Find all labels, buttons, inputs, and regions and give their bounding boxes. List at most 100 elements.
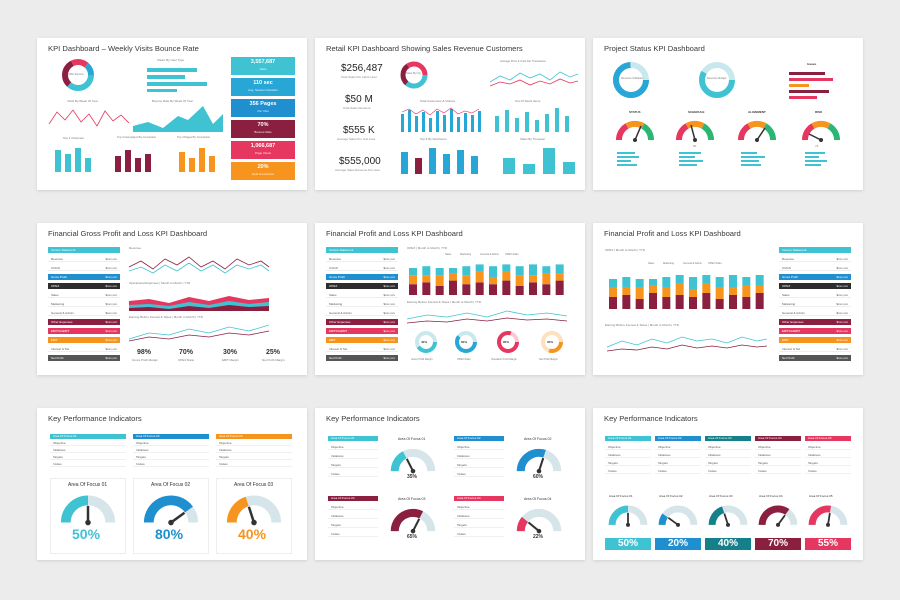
- income-row: Revenue $xxx,xxx: [779, 256, 851, 262]
- area-value: 55%: [805, 538, 851, 550]
- area-table-row: Initiatives: [755, 452, 801, 458]
- stacked-bar-segment: [649, 285, 657, 293]
- donut-value: 60%: [461, 340, 468, 344]
- stacked-bar-segment: [475, 271, 484, 283]
- income-row-value: $xxx,xxx: [383, 257, 395, 261]
- income-row-label: EBIT: [329, 338, 336, 342]
- stacked-bar-segment: [702, 275, 711, 283]
- income-row-label: Gross Profit: [51, 275, 67, 279]
- pages-title: Top 4 Pages By Conversion: [177, 136, 211, 139]
- stacked-bar-segment: [609, 287, 617, 297]
- income-row-label: EBITDA/EBIT: [51, 329, 70, 333]
- stacked-bar-segment: [489, 277, 497, 285]
- donut-label: Gross Profit Margin: [411, 358, 433, 361]
- card-gross-profit[interactable]: Financial Gross Profit and Loss KPI Dash…: [37, 223, 307, 375]
- area-table-row: Invites: [328, 471, 378, 477]
- donut-label: OPEX Ratio: [457, 358, 471, 361]
- gauge-alignment-title: ALIGNMENT: [748, 110, 766, 114]
- area-table-row: Initiatives: [655, 452, 701, 458]
- donut-value: 80%: [503, 340, 510, 344]
- stacked-bar-segment: [502, 264, 511, 272]
- area-table-row: Initiatives: [454, 453, 504, 459]
- area-table-header: Area Of Focus 02: [454, 436, 504, 441]
- income-table: Income Statement Revenue $xxx,xxx COGS $xxx,…: [48, 247, 120, 365]
- card-weekly-visits[interactable]: KPI Dashboard – Weekly Visits Bounce Rat…: [37, 38, 307, 190]
- opex-title: OPEX | Month to Month | YTD: [605, 248, 646, 252]
- income-row-value: $xxx,xxx: [836, 311, 848, 315]
- card-title: Financial Profit and Loss KPI Dashboard: [604, 229, 741, 238]
- card-title: Retail KPI Dashboard Showing Sales Reven…: [326, 44, 523, 53]
- area-title: Area Of Focus 04: [524, 497, 552, 501]
- kpi-tile-visits: 3,557,687 Visits: [231, 57, 295, 75]
- stacked-bar-segment: [502, 271, 511, 281]
- card-retail-kpi[interactable]: Retail KPI Dashboard Showing Sales Reven…: [315, 38, 585, 190]
- income-row: Income Statement: [779, 247, 851, 253]
- opex-stacked: [129, 296, 269, 311]
- card-profit-loss-2[interactable]: Financial Profit and Loss KPI Dashboard …: [593, 223, 863, 375]
- income-row-label: Interest & Tax: [329, 347, 348, 351]
- card-profit-loss-1[interactable]: Financial Profit and Loss KPI Dashboard …: [315, 223, 585, 375]
- margin-value: 30%: [223, 349, 238, 356]
- campaigns-bars: [115, 150, 151, 172]
- stat-value: $50 M: [345, 94, 373, 105]
- stacked-bar-segment: [555, 273, 564, 281]
- area-value: 65%: [407, 534, 418, 540]
- trimester-bars: [503, 148, 575, 174]
- income-row-label: COGS: [782, 266, 791, 270]
- utilization-donut: [613, 62, 649, 98]
- card-project-status[interactable]: Project Status KPI Dashboard Resource Ut…: [593, 38, 863, 190]
- kpi-tile-conversion: 20% Goal Conversion: [231, 162, 295, 180]
- card-kpi-3[interactable]: Key Performance Indicators Area Of Focus…: [37, 408, 307, 560]
- gauge-risk: [801, 120, 841, 142]
- budget-donut: [699, 62, 735, 98]
- margin-label: EBIT Margin: [222, 358, 239, 362]
- area-title: Area Of Focus 04: [759, 494, 783, 498]
- income-row: OPEX $xxx,xxx: [48, 283, 120, 289]
- income-row: EBIT $xxx,xxx: [48, 337, 120, 343]
- income-row: COGS $xxx,xxx: [779, 265, 851, 271]
- stacked-bar-segment: [435, 275, 444, 286]
- price-line: [489, 71, 579, 87]
- income-row-label: Net Profit: [51, 356, 64, 360]
- card-kpi-5[interactable]: Key Performance Indicators Area Of Focus…: [593, 408, 863, 560]
- stacked-bar-segment: [662, 287, 671, 297]
- area-table-row: Invites: [805, 468, 851, 474]
- gauge-status: [615, 120, 655, 142]
- margin-value: 25%: [266, 349, 281, 356]
- income-row-label: Interest & Tax: [782, 347, 801, 351]
- income-row: Interest & Tax $xxx,xxx: [326, 346, 398, 352]
- income-row-label: Revenue: [329, 257, 342, 261]
- gauge: [516, 508, 562, 534]
- stacked-bar-segment: [622, 277, 631, 287]
- income-row-value: $xxx,xxx: [105, 320, 117, 324]
- income-row-value: $xxx,xxx: [105, 284, 117, 288]
- stacked-bar-segment: [489, 284, 497, 295]
- stacked-bar-segment: [542, 266, 551, 274]
- stacked-bar-segment: [635, 279, 644, 287]
- gross-donut: [415, 331, 437, 353]
- area-table-row: Invites: [605, 468, 651, 474]
- income-row-value: $xxx,xxx: [105, 302, 117, 306]
- card-kpi-4[interactable]: Key Performance Indicators Area Of Focus…: [315, 408, 585, 560]
- income-row-label: Marketing: [51, 302, 65, 306]
- area-value: 60%: [533, 474, 544, 480]
- stacked-bar-segment: [422, 282, 431, 295]
- gauge-alignment: [737, 120, 777, 142]
- bounce-area: [133, 106, 223, 132]
- income-row-value: $xxx,xxx: [105, 347, 117, 351]
- card-title: KPI Dashboard – Weekly Visits Bounce Rat…: [48, 44, 199, 53]
- legend-admin: General & Admin: [480, 253, 499, 256]
- stacked-bar-segment: [422, 266, 431, 276]
- area-table-row: Targets: [454, 522, 504, 528]
- opex-title: Operational Expenses | Month to Month | …: [129, 281, 191, 285]
- stacked-bar-segment: [502, 280, 511, 295]
- area-table-row: Initiatives: [328, 513, 378, 519]
- stacked-bar-segment: [435, 268, 444, 276]
- area-table-row: Objective: [328, 444, 378, 450]
- income-row: EBIT $xxx,xxx: [326, 337, 398, 343]
- stacked-bar-segment: [529, 282, 537, 295]
- income-row: Marketing $xxx,xxx: [48, 301, 120, 307]
- income-row-label: Income Statement: [782, 248, 807, 252]
- gauge: [758, 505, 798, 527]
- gauge-schedule: [675, 120, 715, 142]
